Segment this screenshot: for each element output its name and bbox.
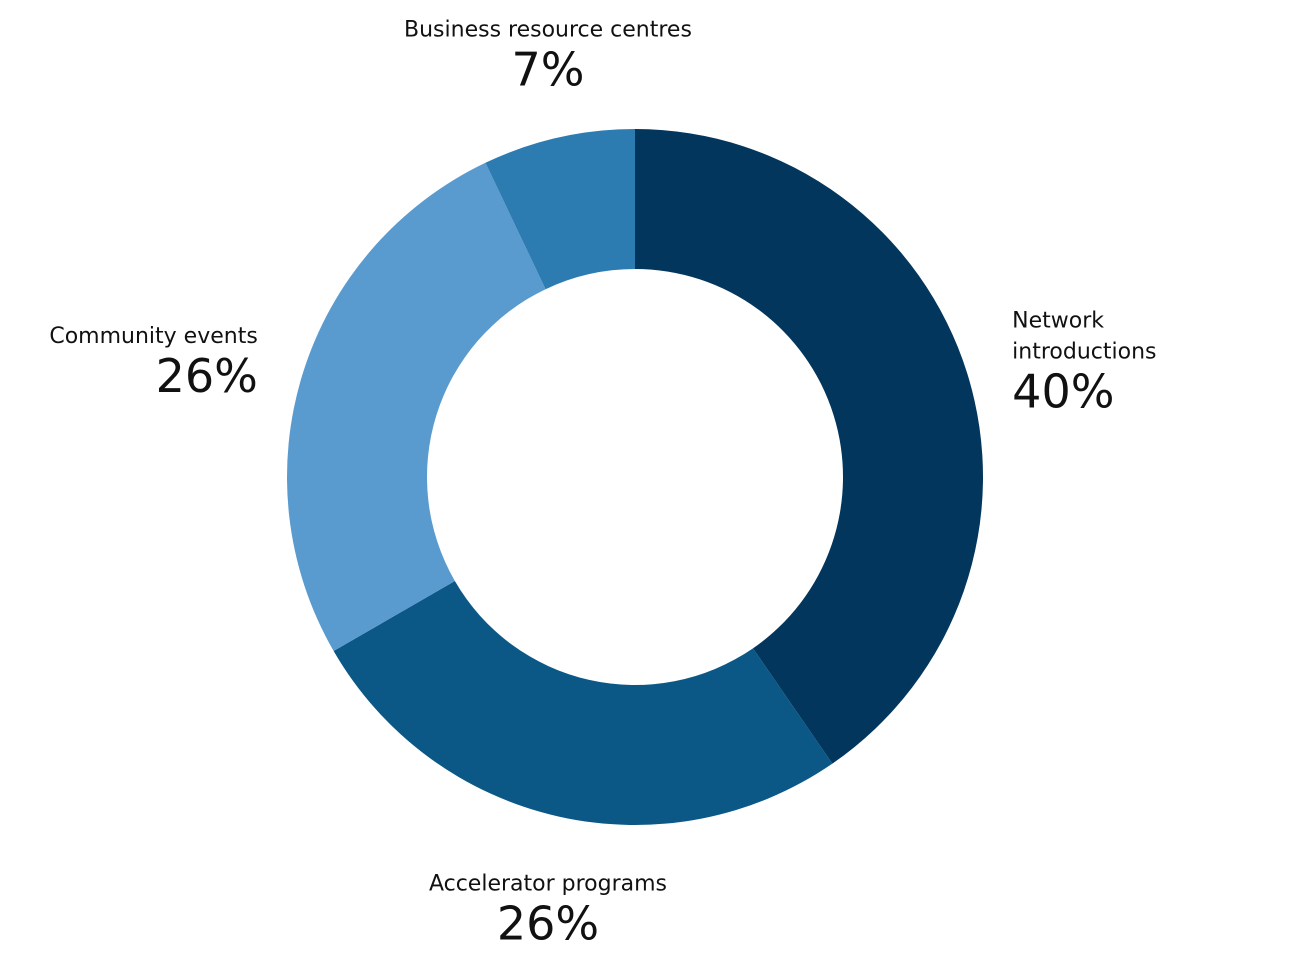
- donut-slices: [286, 129, 983, 825]
- slice-label-0-line-1: introductions: [1012, 340, 1156, 365]
- slice-value-3: 7%: [511, 43, 584, 97]
- slice-label-0-line-0: Network: [1012, 309, 1104, 334]
- slice-value-1: 26%: [497, 896, 599, 950]
- slice-label-2-line-0: Community events: [49, 324, 257, 349]
- donut-slice-1: [333, 581, 833, 825]
- slice-label-1-line-0: Accelerator programs: [429, 871, 667, 896]
- slice-value-2: 26%: [156, 349, 258, 403]
- donut-slice-0: [635, 129, 983, 764]
- slice-value-0: 40%: [1012, 365, 1114, 419]
- donut-slice-3: [485, 129, 635, 290]
- donut-slice-2: [286, 162, 546, 652]
- slice-label-3-line-0: Business resource centres: [404, 18, 692, 43]
